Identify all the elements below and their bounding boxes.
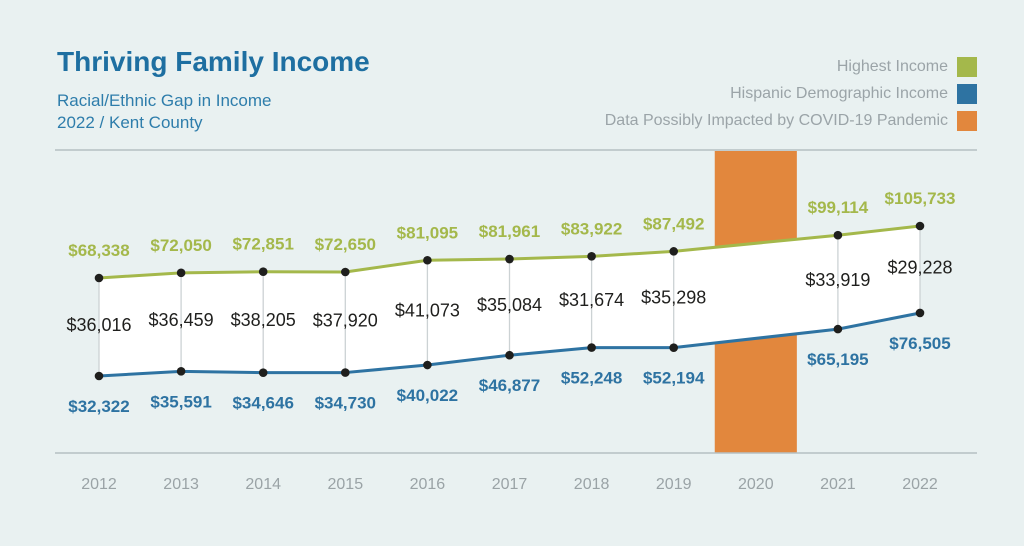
- x-axis-label: 2017: [492, 476, 528, 493]
- header: Thriving Family Income Racial/Ethnic Gap…: [57, 46, 370, 134]
- highest-income-value-label: $87,492: [643, 214, 704, 233]
- x-axis-label: 2018: [574, 476, 610, 493]
- highest-income-value-label: $72,851: [232, 235, 293, 254]
- hispanic-income-line: [97, 311, 922, 378]
- hispanic-income-value-label: $52,248: [561, 369, 622, 388]
- legend-item-hispanic-income: Hispanic Demographic Income: [730, 84, 977, 104]
- x-axis-label: 2012: [81, 476, 117, 493]
- legend-label: Highest Income: [836, 58, 948, 75]
- data-point: [587, 343, 596, 352]
- hispanic-income-value-label: $65,195: [807, 350, 868, 369]
- legend: Highest Income Hispanic Demographic Inco…: [605, 57, 977, 138]
- data-point: [258, 267, 268, 277]
- subtitle: Racial/Ethnic Gap in Income 2022 / Kent …: [57, 90, 370, 134]
- highest-income-value-label: $81,095: [397, 223, 458, 242]
- hispanic-income-value-label: $34,730: [315, 394, 376, 413]
- hispanic-income-value-label: $34,646: [232, 394, 293, 413]
- data-point: [505, 254, 514, 264]
- legend-swatch-green: [957, 57, 977, 77]
- data-point: [176, 268, 186, 278]
- data-point: [833, 324, 843, 334]
- gap-value-label: $35,084: [477, 295, 542, 315]
- data-point: [94, 273, 104, 283]
- hispanic-income-value-label: $76,505: [889, 334, 950, 353]
- data-point: [915, 221, 925, 231]
- hispanic-income-value-label: $52,194: [643, 369, 705, 388]
- highest-income-line: [97, 224, 922, 280]
- legend-swatch-orange: [957, 111, 977, 131]
- data-point: [176, 367, 186, 376]
- hispanic-income-value-label: $46,877: [479, 376, 540, 395]
- highest-income-value-label: $81,961: [479, 222, 540, 241]
- gap-value-label: $41,073: [395, 301, 460, 321]
- hispanic-income-value-label: $32,322: [68, 397, 129, 416]
- x-axis-label: 2016: [410, 476, 446, 493]
- x-axis-label: 2014: [245, 476, 281, 493]
- data-point: [341, 267, 350, 277]
- data-point: [341, 368, 350, 377]
- x-axis-label: 2022: [902, 476, 938, 493]
- subtitle-line-2: 2022 / Kent County: [57, 113, 203, 132]
- x-axis-label: 2020: [738, 476, 774, 493]
- gap-value-label: $36,016: [66, 315, 131, 335]
- data-point: [505, 350, 514, 360]
- x-axis-label: 2021: [820, 476, 856, 493]
- data-point: [258, 368, 268, 377]
- gap-value-label: $31,674: [559, 290, 624, 310]
- highest-income-value-label: $72,650: [315, 235, 376, 254]
- hispanic-income-value-label: $40,022: [397, 386, 458, 405]
- data-point: [587, 252, 596, 261]
- hispanic-income-value-label: $35,591: [150, 392, 211, 411]
- gap-value-label: $33,919: [805, 270, 870, 290]
- data-point: [423, 255, 432, 265]
- data-point: [833, 230, 843, 240]
- x-axis-label: 2013: [163, 476, 199, 493]
- subtitle-line-1: Racial/Ethnic Gap in Income: [57, 91, 272, 110]
- data-point: [669, 247, 678, 256]
- gap-value-label: $29,228: [887, 257, 952, 277]
- gap-value-label: $36,459: [149, 310, 214, 330]
- x-axis-label: 2019: [656, 476, 692, 493]
- legend-swatch-blue: [957, 84, 977, 104]
- legend-label: Data Possibly Impacted by COVID-19 Pande…: [604, 112, 948, 129]
- gap-value-label: $37,920: [313, 310, 378, 330]
- highest-income-value-label: $68,338: [68, 241, 129, 260]
- data-point: [423, 360, 432, 370]
- data-point: [915, 308, 925, 318]
- highest-income-value-label: $72,050: [150, 236, 211, 255]
- legend-item-highest-income: Highest Income: [837, 57, 977, 77]
- gap-value-label: $38,205: [231, 310, 296, 330]
- highest-income-value-label: $105,733: [885, 189, 956, 208]
- x-axis-label: 2015: [328, 476, 364, 493]
- legend-label: Hispanic Demographic Income: [730, 85, 948, 102]
- page-title: Thriving Family Income: [57, 46, 370, 77]
- gap-value-label: $35,298: [641, 288, 706, 308]
- data-point: [669, 343, 678, 352]
- data-point: [94, 371, 104, 381]
- highest-income-value-label: $99,114: [808, 198, 869, 217]
- highest-income-value-label: $83,922: [561, 219, 622, 238]
- legend-item-covid-band: Data Possibly Impacted by COVID-19 Pande…: [605, 111, 977, 131]
